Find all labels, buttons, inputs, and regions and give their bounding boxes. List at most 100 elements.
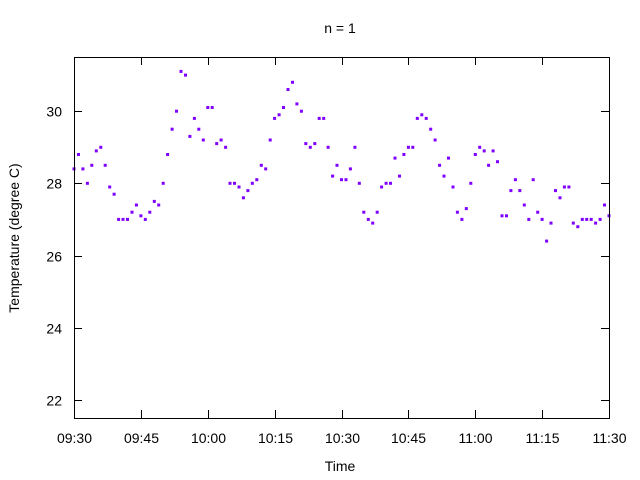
data-point <box>81 167 85 171</box>
data-point <box>482 149 486 153</box>
data-point <box>179 69 183 73</box>
data-point <box>549 221 553 225</box>
data-point <box>429 127 433 131</box>
y-tick-label: 26 <box>46 249 62 265</box>
data-point <box>175 109 178 113</box>
data-point <box>130 210 134 214</box>
data-point <box>326 145 330 149</box>
data-point <box>371 221 375 225</box>
x-tick-label: 11:30 <box>593 430 627 446</box>
data-point <box>246 189 250 193</box>
data-point <box>299 109 303 113</box>
data-point <box>255 178 259 182</box>
data-point <box>161 181 165 185</box>
data-point <box>94 149 98 153</box>
data-point <box>291 80 294 84</box>
data-point <box>308 145 312 149</box>
data-point <box>143 217 147 221</box>
data-point <box>469 181 473 185</box>
data-point <box>580 217 584 221</box>
x-tick-label: 10:45 <box>391 430 426 446</box>
data-point <box>442 174 446 178</box>
data-point <box>344 178 348 182</box>
x-tick-label: 11:15 <box>526 430 560 446</box>
data-point <box>237 185 241 189</box>
data-point <box>536 210 540 214</box>
data-point <box>317 116 321 120</box>
x-axis-label: Time <box>325 458 356 474</box>
y-axis-label: Temperature (degree C) <box>6 163 22 312</box>
x-tick-label: 10:30 <box>325 430 360 446</box>
data-point <box>513 178 517 182</box>
data-point <box>197 127 201 131</box>
data-point <box>567 185 571 189</box>
data-point <box>447 156 450 160</box>
data-point <box>487 163 491 167</box>
data-point <box>77 153 80 156</box>
data-point <box>206 106 210 109</box>
data-point <box>210 106 214 109</box>
data-point <box>603 203 606 207</box>
data-point <box>362 210 366 214</box>
data-point <box>464 207 468 211</box>
data-point <box>438 163 442 167</box>
data-point <box>201 138 205 142</box>
data-point <box>571 221 575 225</box>
data-point <box>90 163 94 167</box>
data-point <box>85 181 89 185</box>
data-point <box>402 153 406 156</box>
data-point <box>241 196 245 200</box>
data-point <box>491 149 495 153</box>
data-point <box>500 214 504 218</box>
data-point <box>531 178 535 182</box>
data-point <box>424 116 428 120</box>
data-point <box>273 116 277 120</box>
y-tick-label: 24 <box>46 321 62 337</box>
data-point <box>166 153 170 156</box>
data-point <box>335 163 339 167</box>
data-point <box>348 167 352 171</box>
x-tick-label: 10:00 <box>191 430 226 446</box>
data-point <box>576 225 580 229</box>
data-point <box>121 217 125 221</box>
data-point <box>518 189 522 193</box>
data-point <box>192 116 196 120</box>
data-point <box>228 181 232 185</box>
x-tick-label: 09:45 <box>124 430 159 446</box>
data-point <box>331 174 335 178</box>
data-point <box>398 174 401 178</box>
data-point <box>406 145 410 149</box>
data-point <box>99 145 103 149</box>
data-point <box>224 145 228 149</box>
x-tick-label: 09:30 <box>57 430 92 446</box>
data-point <box>188 134 192 138</box>
data-point <box>286 88 290 91</box>
plot-frame <box>74 57 610 419</box>
data-point <box>340 178 343 182</box>
data-point <box>460 217 464 221</box>
data-point <box>304 142 308 146</box>
x-axis-ticks: 09:30 09:45 10:00 10:15 10:30 10:45 11:00 11:15… <box>57 57 627 446</box>
data-point <box>527 217 531 221</box>
data-point <box>295 102 299 106</box>
data-point <box>353 145 357 149</box>
data-point <box>322 116 326 120</box>
data-point <box>126 217 129 221</box>
data-point <box>585 217 589 221</box>
x-tick-label: 11:00 <box>459 430 493 446</box>
data-point <box>117 217 121 221</box>
data-point <box>509 189 513 193</box>
data-point <box>420 113 424 117</box>
data-point <box>148 210 152 214</box>
data-point <box>233 181 236 185</box>
data-points <box>72 69 611 243</box>
data-point <box>277 113 281 117</box>
data-point <box>415 116 419 120</box>
data-point <box>134 203 138 207</box>
data-point <box>433 138 437 142</box>
y-tick-label: 22 <box>46 393 62 409</box>
data-point <box>108 185 112 189</box>
data-point <box>264 167 268 171</box>
data-point <box>455 210 459 214</box>
